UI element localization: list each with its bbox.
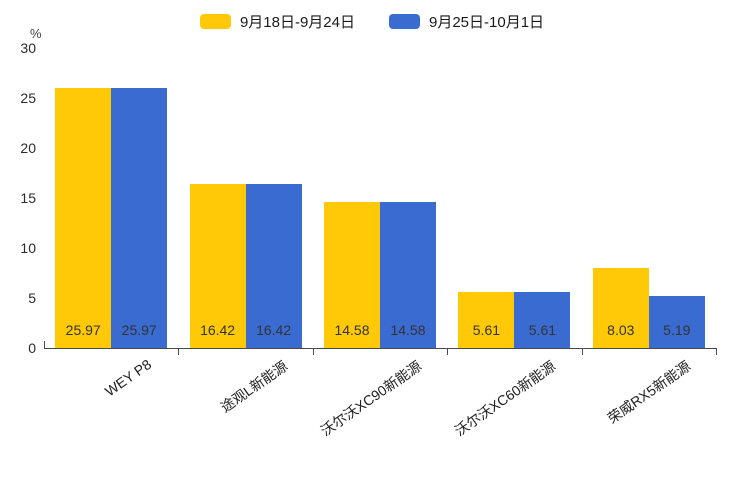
y-axis-unit-label: % xyxy=(30,26,42,41)
bar-group: 16.42 16.42 xyxy=(189,48,302,348)
bar-value-label: 5.19 xyxy=(663,322,691,338)
bar-group: 5.61 5.61 xyxy=(458,48,571,348)
bar[interactable]: 14.58 xyxy=(380,202,436,348)
bar[interactable]: 5.61 xyxy=(458,291,515,348)
y-axis-tick-15: 15 xyxy=(20,190,36,206)
x-axis-tick xyxy=(312,348,314,355)
bar-group: 25.97 25.97 xyxy=(55,48,168,348)
x-axis-label: 途观L新能源 xyxy=(217,357,290,416)
x-axis-tick xyxy=(447,348,449,355)
plot-area: 25.97 25.97 16.42 16.42 14.58 14.58 5.61 5.61 8.… xyxy=(44,48,716,348)
bar-group: 14.58 14.58 xyxy=(324,48,436,348)
bar-value-label: 25.97 xyxy=(121,322,157,338)
bar-value-label: 14.58 xyxy=(334,322,370,338)
legend-swatch-icon-series-1 xyxy=(199,13,231,29)
bar-value-label: 16.42 xyxy=(200,322,236,338)
y-axis-tick-25: 25 xyxy=(20,90,36,106)
bar[interactable]: 5.19 xyxy=(648,296,705,348)
x-axis-label: 荣威RX5新能源 xyxy=(604,357,694,427)
bar[interactable]: 16.42 xyxy=(245,183,302,348)
legend-label-series-1: 9月18日-9月24日 xyxy=(239,13,355,31)
y-axis-tick-5: 5 xyxy=(28,290,36,306)
x-axis-label: WEY P8 xyxy=(102,356,155,400)
bar[interactable]: 5.61 xyxy=(514,291,571,348)
y-axis-tick-10: 10 xyxy=(20,240,36,256)
bar-value-label: 5.61 xyxy=(528,322,557,338)
chart-legend: 9月18日-9月24日 9月25日-10月1日 xyxy=(0,8,744,34)
y-axis-tick-30: 30 xyxy=(20,40,36,56)
x-axis-category-labels: WEY P8 途观L新能源 沃尔沃XC90新能源 沃尔沃XC60新能源 荣威RX5新能源 xyxy=(44,356,716,476)
bar-value-label: 5.61 xyxy=(472,322,501,338)
bar-value-label: 14.58 xyxy=(390,322,426,338)
bar[interactable]: 25.97 xyxy=(111,88,168,348)
bar-groups: 25.97 25.97 16.42 16.42 14.58 14.58 5.61 5.61 8.… xyxy=(44,48,716,348)
x-axis-tick xyxy=(178,348,180,355)
bar[interactable]: 25.97 xyxy=(55,88,112,348)
y-axis-tick-labels: 0 5 10 15 20 25 30 xyxy=(0,40,36,356)
x-axis-tick xyxy=(716,348,717,355)
legend-label-series-2: 9月25日-10月1日 xyxy=(429,13,545,31)
bar-value-label: 25.97 xyxy=(65,322,101,338)
bar-value-label: 16.42 xyxy=(256,322,292,338)
y-axis-tick-20: 20 xyxy=(20,140,36,156)
bar[interactable]: 8.03 xyxy=(592,267,649,348)
x-axis-tick xyxy=(581,348,583,355)
legend-item-series-1[interactable]: 9月18日-9月24日 xyxy=(199,11,355,32)
y-axis-origin-tick xyxy=(44,341,45,349)
legend-swatch-icon-series-2 xyxy=(389,13,420,29)
bar-value-label: 8.03 xyxy=(607,322,635,338)
x-axis-label: 沃尔沃XC90新能源 xyxy=(317,357,425,440)
y-axis-tick-0: 0 xyxy=(28,340,36,356)
legend-item-series-2[interactable]: 9月25日-10月1日 xyxy=(389,11,544,32)
x-axis-line xyxy=(44,348,716,349)
bar[interactable]: 16.42 xyxy=(189,183,246,348)
bar-group: 8.03 5.19 xyxy=(592,48,705,348)
x-axis-label: 沃尔沃XC60新能源 xyxy=(452,357,559,440)
bar[interactable]: 14.58 xyxy=(324,202,380,348)
